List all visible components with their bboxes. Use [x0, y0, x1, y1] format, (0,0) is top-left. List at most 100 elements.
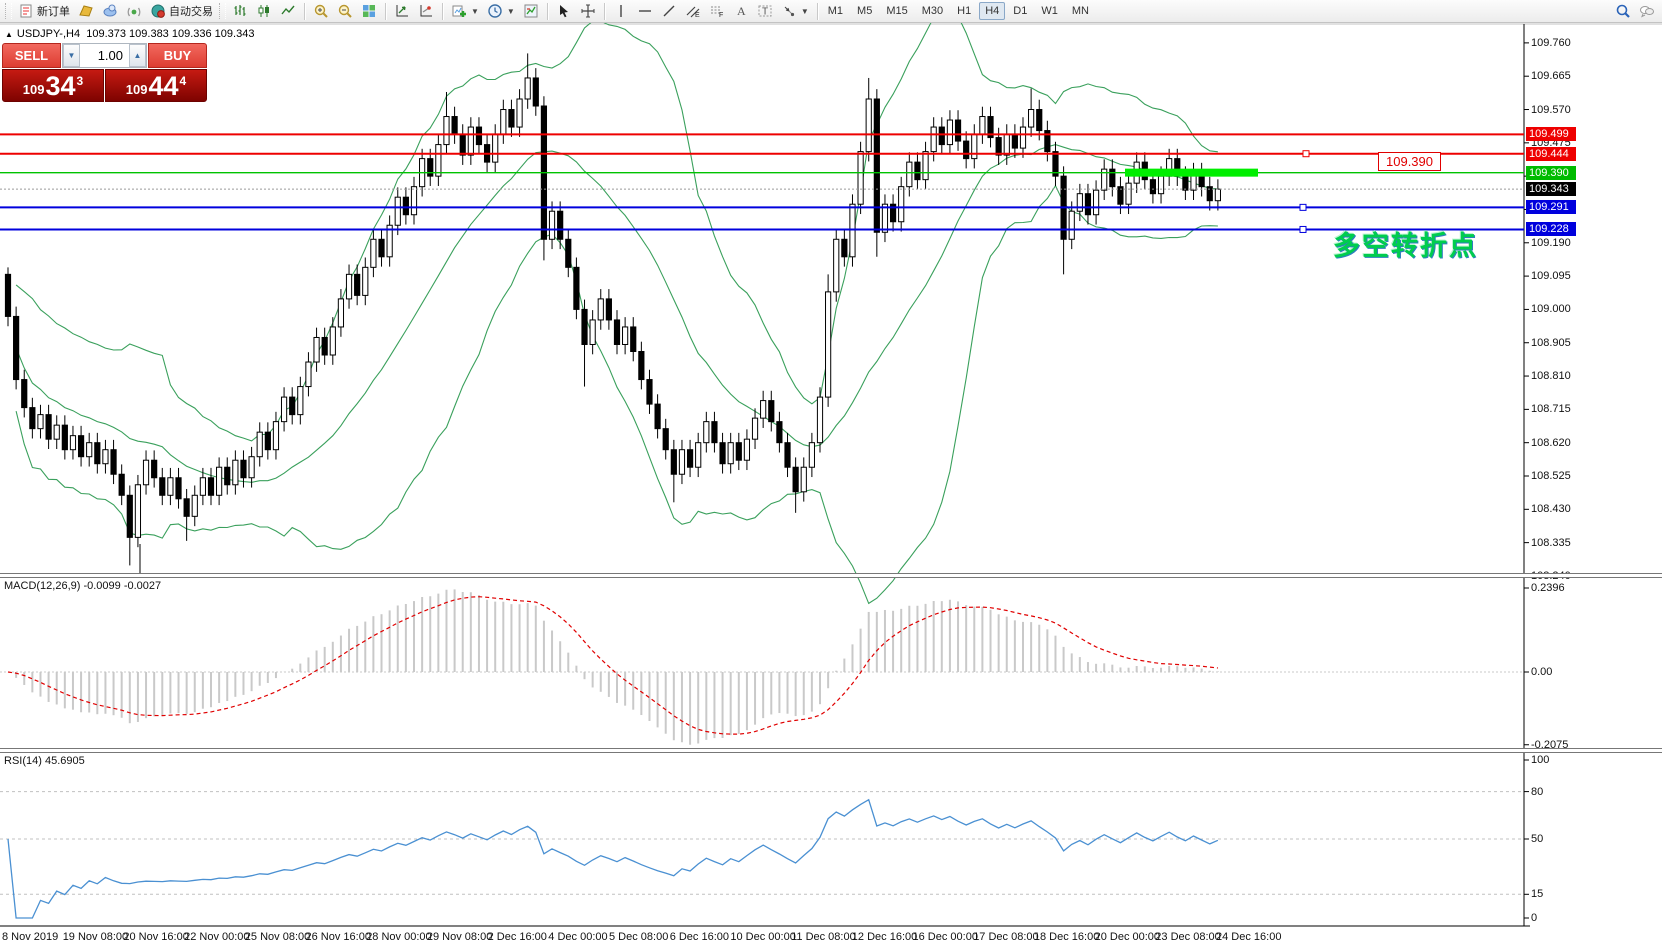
line-drag-handle[interactable] [1299, 225, 1307, 233]
price-scale-label[interactable]: 109.095 [1531, 270, 1571, 283]
crosshair-button[interactable] [576, 2, 600, 20]
horizontal-lines[interactable] [0, 133, 1524, 233]
volume-decrease-button[interactable]: ▼ [63, 44, 80, 67]
zoom-in-button[interactable] [309, 2, 333, 20]
price-scale-label[interactable]: 108.715 [1531, 403, 1571, 416]
date-scale-label[interactable]: 22 Nov 00:00 [184, 931, 250, 943]
date-scale-label[interactable]: 12 Dec 16:00 [851, 931, 918, 943]
rsi-pane-splitter[interactable] [0, 748, 1662, 753]
new-chart-button[interactable]: ▼ [447, 2, 483, 20]
candlestick-button[interactable] [252, 2, 276, 20]
price-scale-label[interactable]: 109.760 [1531, 36, 1571, 49]
collapse-triangle-icon[interactable]: ▲ [5, 30, 13, 39]
text-label-button[interactable]: T [753, 2, 777, 20]
equidistant-channel-button[interactable]: E [681, 2, 705, 20]
zoom-out-button[interactable] [333, 2, 357, 20]
date-scale-label[interactable]: 26 Nov 16:00 [305, 931, 371, 943]
date-scale-label[interactable]: 17 Dec 08:00 [973, 931, 1039, 943]
indicators-button[interactable] [390, 2, 414, 20]
clock-icon [488, 4, 502, 18]
thick-green-segment[interactable] [1125, 168, 1258, 177]
price-scale-label[interactable]: 108.335 [1531, 536, 1571, 549]
chart-properties-button[interactable] [519, 2, 543, 20]
arrows-button[interactable]: ▼ [777, 2, 813, 20]
rsi-scale-label[interactable]: 50 [1531, 833, 1544, 845]
sell-button[interactable]: SELL [2, 43, 61, 68]
timeframe-m5[interactable]: M5 [857, 5, 873, 17]
timeframe-m15[interactable]: M15 [886, 5, 908, 17]
macd-pane-splitter[interactable] [0, 573, 1662, 578]
tile-windows-button[interactable] [357, 2, 381, 20]
horizontal-line-button[interactable] [633, 2, 657, 20]
timeframe-mn[interactable]: MN [1071, 5, 1089, 17]
macd-scale-label[interactable]: 0.2396 [1531, 581, 1565, 594]
chinese-annotation[interactable]: 多空转折点 [1333, 231, 1478, 261]
rsi-scale-label[interactable]: 0 [1531, 912, 1538, 924]
new-order-button[interactable]: 新订单 [14, 2, 74, 20]
price-scale-label[interactable]: 109.000 [1531, 303, 1571, 316]
periods-button[interactable]: ▼ [483, 2, 519, 20]
date-scale-label[interactable]: 20 Dec 00:00 [1094, 931, 1161, 943]
toolbar-grip[interactable] [219, 3, 226, 19]
date-scale-label[interactable]: 20 Nov 16:00 [123, 931, 189, 943]
date-scale-label[interactable]: 10 Dec 00:00 [730, 931, 796, 943]
trendline-button[interactable] [657, 2, 681, 20]
ask-price-display[interactable]: 109 44 4 [105, 69, 207, 102]
date-scale-label[interactable]: 28 Nov 00:00 [366, 931, 432, 943]
price-scale-label[interactable]: 108.430 [1531, 503, 1571, 516]
history-center-button[interactable] [98, 2, 122, 20]
volume-input[interactable]: 1.00 [97, 48, 123, 63]
timeframe-h1[interactable]: H1 [957, 5, 972, 17]
rsi-scale-label[interactable]: 80 [1531, 785, 1544, 798]
price-scale-label[interactable]: 109.570 [1531, 103, 1571, 116]
cursor-button[interactable] [552, 2, 576, 20]
timeframe-w1[interactable]: W1 [1041, 5, 1058, 17]
price-scale-label[interactable]: 108.620 [1531, 436, 1571, 449]
fibonacci-button[interactable]: F [705, 2, 729, 20]
profile-button[interactable] [74, 2, 98, 20]
signals-button[interactable] [122, 2, 146, 20]
toolbar-grip[interactable] [5, 3, 12, 19]
rsi-scale-label[interactable]: 100 [1531, 754, 1550, 766]
price-scale-label[interactable]: 109.190 [1531, 236, 1571, 249]
timeframe-m1[interactable]: M1 [827, 5, 844, 17]
line-drag-handle[interactable] [1302, 150, 1310, 158]
rsi-scale-label[interactable]: 15 [1531, 888, 1544, 901]
buy-button[interactable]: BUY [148, 43, 207, 68]
date-scale-label[interactable]: 16 Dec 00:00 [912, 931, 978, 943]
timeframe-h4[interactable]: H4 [979, 2, 1006, 20]
line-chart-button[interactable] [276, 2, 300, 20]
volume-increase-button[interactable]: ▲ [129, 44, 146, 67]
date-scale-label[interactable]: 18 Dec 16:00 [1033, 931, 1100, 943]
line-drag-handle[interactable] [1299, 203, 1307, 211]
search-button[interactable] [1611, 2, 1635, 20]
timeframe-d1[interactable]: D1 [1013, 5, 1028, 17]
indicator-add-button[interactable] [414, 2, 438, 20]
vertical-line-button[interactable] [609, 2, 633, 20]
date-scale-label[interactable]: 23 Dec 08:00 [1155, 931, 1221, 943]
date-scale-label[interactable]: 4 Dec 00:00 [548, 931, 608, 943]
date-scale-label[interactable]: 8 Nov 2019 [2, 931, 59, 943]
date-scale-label[interactable]: 29 Nov 08:00 [426, 931, 493, 943]
date-scale-label[interactable]: 19 Nov 08:00 [62, 931, 129, 943]
timeframe-m30[interactable]: M30 [921, 5, 944, 17]
price-callout-label[interactable]: 109.390 [1378, 152, 1441, 171]
date-scale-label[interactable]: 6 Dec 16:00 [669, 931, 730, 943]
date-scale-label[interactable]: 24 Dec 16:00 [1216, 931, 1282, 943]
macd-scale-label[interactable]: 0.00 [1531, 666, 1553, 678]
date-scale-label[interactable]: 11 Dec 08:00 [791, 931, 856, 943]
price-scale-label[interactable]: 108.525 [1531, 469, 1571, 482]
price-scale-label[interactable]: 108.905 [1531, 336, 1571, 349]
bar-chart-button[interactable] [228, 2, 252, 20]
price-scale-label[interactable]: 109.665 [1531, 70, 1571, 83]
date-scale-label[interactable]: 2 Dec 16:00 [487, 931, 547, 943]
chat-button[interactable] [1635, 2, 1659, 20]
date-scale-label[interactable]: 25 Nov 08:00 [244, 931, 311, 943]
date-scale-label[interactable]: 5 Dec 08:00 [609, 931, 669, 943]
macd-scale-label[interactable]: -0.2075 [1531, 738, 1569, 751]
text-button[interactable]: A [729, 2, 753, 20]
autotrading-button[interactable]: 自动交易 [146, 2, 217, 20]
bid-price-display[interactable]: 109 34 3 [2, 69, 104, 102]
price-scale-label[interactable]: 108.810 [1531, 370, 1571, 383]
